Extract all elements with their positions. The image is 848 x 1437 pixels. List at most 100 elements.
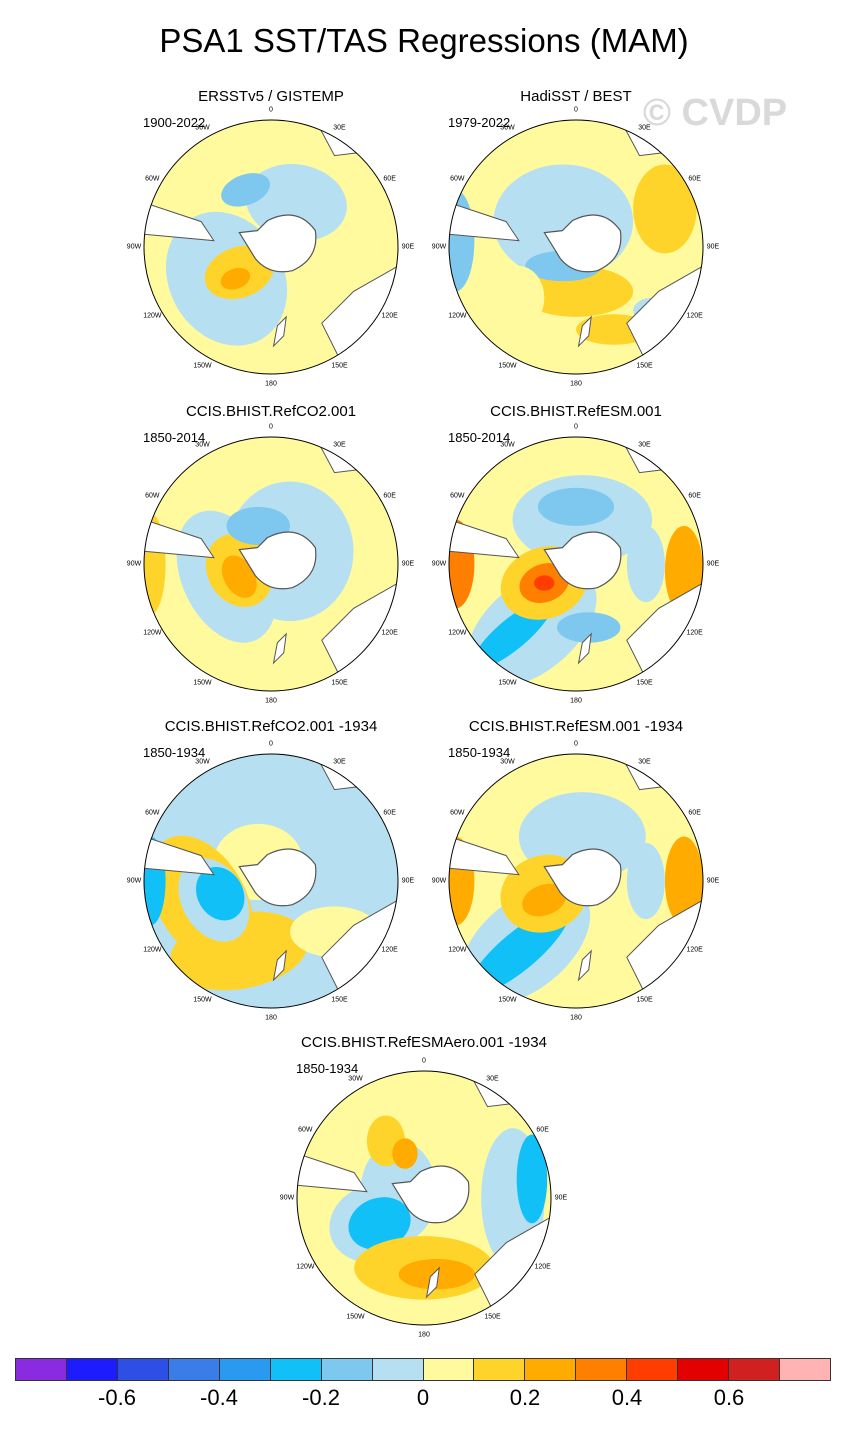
longitude-label: 150E [484,1313,501,1321]
longitude-label: 60W [450,809,465,816]
regression-contour [221,555,257,598]
colorbar-label: -0.6 [98,1385,136,1410]
panel-title: CCIS.BHIST.RefESM.001 -1934 [468,718,684,735]
longitude-label: 90E [706,560,720,568]
longitude-label: 120W [143,629,162,636]
longitude-label: 180 [265,697,277,705]
panel-title: ERSSTv5 / GISTEMP [198,88,344,105]
colorbar-label: 0.4 [611,1385,643,1410]
longitude-label: 120E [686,946,703,953]
longitude-label: 90W [126,560,142,568]
colorbar-swatch [525,1359,577,1380]
longitude-label: 0 [574,423,578,431]
colorbar-swatch [168,1359,220,1380]
regression-contour [537,487,615,526]
longitude-label: 60E [383,492,396,499]
longitude-label: 120W [448,629,467,636]
antarctica-landmass [238,848,317,907]
longitude-label: 120E [686,629,703,636]
regression-contour [534,575,555,591]
colorbar-swatch [576,1359,628,1380]
longitude-label: 90W [126,243,142,251]
map-border [296,1070,552,1326]
regression-contour [221,173,271,207]
longitude-label: 90E [401,877,415,885]
south-america-landmass [144,518,215,559]
longitude-label: 30E [638,441,651,449]
polar-map [448,119,704,375]
regression-contour [348,1197,411,1250]
panel-years: 1979-2022 [448,115,511,130]
longitude-label: 180 [570,697,582,705]
regression-contour [220,267,251,290]
longitude-label: 150E [331,996,348,1004]
colorbar-swatch [474,1359,526,1380]
longitude-label: 90W [431,877,447,885]
regression-contour [626,525,665,603]
longitude-label: 60E [688,492,701,499]
longitude-label: 90E [554,1194,568,1202]
colorbar-swatch [16,1359,67,1380]
longitude-label: 120W [448,312,467,319]
longitude-label: 30W [195,124,210,132]
regression-contour [626,842,665,920]
regression-contour [493,266,545,330]
longitude-label: 30W [500,124,515,132]
page-title: PSA1 SST/TAS Regressions (MAM) [159,22,689,59]
longitude-label: 60W [145,809,160,816]
longitude-label: 150W [498,996,517,1004]
colorbar-label: 0.6 [713,1385,745,1410]
map-border [448,119,704,375]
map-border [143,436,399,692]
panel-title: CCIS.BHIST.RefCO2.001 -1934 [164,718,378,735]
colorbar-label: -0.4 [200,1385,238,1410]
regression-contour [664,836,703,926]
regression-contour [392,1138,418,1169]
longitude-label: 150E [636,996,653,1004]
longitude-label: 120E [534,1263,551,1270]
regression-contour [195,866,245,921]
regression-contour [449,189,475,292]
new-zealand-landmass [272,632,287,665]
map-border [448,436,704,692]
longitude-label: 60E [688,175,701,182]
longitude-label: 60W [298,1126,313,1133]
south-america-landmass [449,201,520,242]
panel-years: 1900-2022 [143,115,206,130]
colorbar-swatch [678,1359,730,1380]
colorbar-label: -0.2 [302,1385,340,1410]
antarctica-landmass [238,531,317,590]
new-zealand-landmass [272,949,287,982]
colorbar-swatch [423,1359,475,1380]
new-zealand-landmass [272,315,287,348]
colorbar-swatch [729,1359,781,1380]
longitude-label: 90E [706,877,720,885]
longitude-label: 150E [331,679,348,687]
panel-years: 1850-1934 [448,745,511,760]
longitude-label: 150E [636,679,653,687]
polar-map [143,753,399,1009]
panel-title: HadiSST / BEST [520,88,632,105]
longitude-label: 180 [265,380,277,388]
longitude-label: 150W [498,362,517,370]
longitude-label: 30E [333,441,346,449]
regression-contour [522,883,567,917]
longitude-label: 150W [346,1313,365,1321]
longitude-label: 0 [269,423,273,431]
south-america-landmass [449,518,520,559]
south-america-landmass [297,1152,368,1193]
panel-years: 1850-2014 [448,430,511,445]
colorbar-swatch [117,1359,169,1380]
longitude-label: 150E [331,362,348,370]
longitude-label: 30E [333,124,346,132]
map-border [143,753,399,1009]
panel-title: CCIS.BHIST.RefCO2.001 [185,403,357,420]
longitude-label: 120W [296,1263,315,1270]
colorbar-label: 0.2 [509,1385,541,1410]
regression-contour [516,1134,548,1224]
colorbar-swatch [372,1359,424,1380]
longitude-label: 0 [422,1057,426,1065]
new-zealand-landmass [577,632,592,665]
colorbar-swatch [270,1359,322,1380]
panel-title: CCIS.BHIST.RefESMAero.001 -1934 [301,1034,547,1051]
